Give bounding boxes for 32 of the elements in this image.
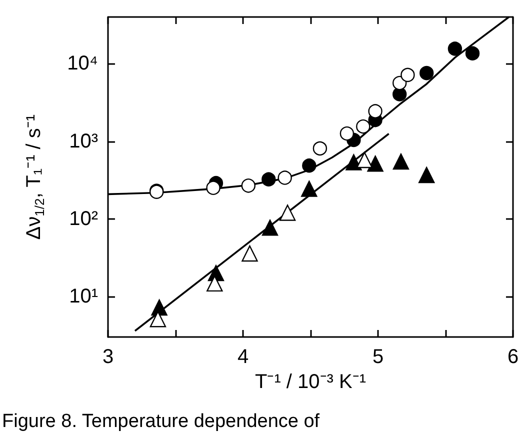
- point: [241, 178, 256, 193]
- point: [262, 220, 278, 236]
- point: [392, 153, 410, 170]
- x-tick-label: 3: [102, 346, 114, 368]
- point: [340, 126, 354, 141]
- point: [302, 158, 316, 173]
- x-tick-label: 4: [237, 346, 249, 368]
- point: [346, 154, 362, 170]
- point: [206, 180, 220, 195]
- point: [206, 275, 223, 292]
- point: [420, 66, 434, 80]
- y-axis-title: Δν1/2, T₁⁻¹ / s⁻¹: [23, 114, 47, 240]
- point: [150, 311, 166, 328]
- point: [367, 156, 384, 172]
- point: [368, 104, 382, 118]
- caption: Figure 8. Temperature dependence of: [2, 411, 320, 432]
- y-tick-label: 10²: [69, 208, 98, 230]
- point: [448, 42, 462, 56]
- x-axis-title: T⁻¹ / 10⁻³ K⁻¹: [254, 370, 366, 393]
- point: [418, 166, 435, 184]
- y-tick-label: 10¹: [69, 285, 98, 308]
- x-tick-label: 5: [372, 346, 384, 368]
- point: [262, 172, 276, 186]
- y-tick-label: 10³: [69, 130, 98, 152]
- point: [465, 46, 480, 60]
- point: [242, 245, 258, 262]
- y-tick-label: 10⁴: [67, 52, 98, 75]
- x-tick-label: 6: [507, 346, 519, 368]
- point: [279, 204, 296, 221]
- point: [301, 180, 318, 197]
- point: [278, 170, 292, 185]
- point: [356, 152, 373, 168]
